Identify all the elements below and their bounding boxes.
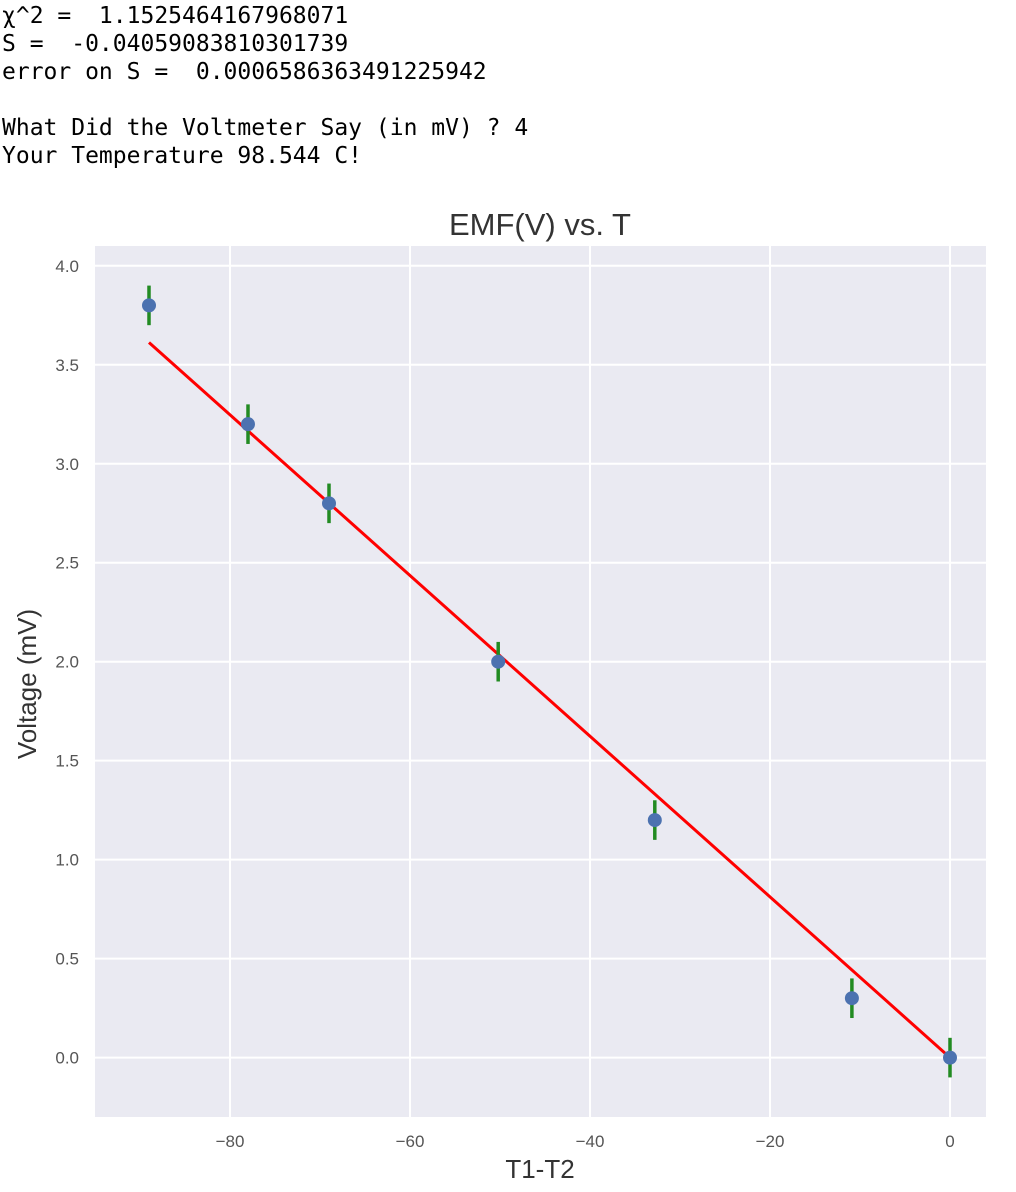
- y-tick-label: 4.0: [55, 257, 79, 276]
- grid-lines: [95, 246, 986, 1117]
- y-axis-label: Voltage (mV): [12, 609, 42, 759]
- y-tick-labels: 0.0 0.5 1.0 1.5 2.0 2.5 3.0 3.5 4.0: [55, 257, 79, 1068]
- x-tick-labels: −80 −60 −40 −20 0: [216, 1132, 955, 1151]
- x-tick-label: −80: [216, 1132, 245, 1151]
- y-tick-label: 2.0: [55, 653, 79, 672]
- y-tick-label: 3.5: [55, 356, 79, 375]
- x-axis-label: T1-T2: [505, 1154, 574, 1184]
- data-point: [844, 991, 859, 1006]
- emf-chart: EMF(V) vs. T −80 −60 −40 −20 0 0.0 0.5 1.0 1.5 2…: [12, 207, 986, 1184]
- x-tick-label: −40: [576, 1132, 605, 1151]
- chart-title: EMF(V) vs. T: [449, 207, 631, 242]
- blank-line: [2, 86, 528, 114]
- data-point: [142, 298, 156, 313]
- fit-line: [148, 341, 951, 1059]
- y-tick-label: 0.0: [55, 1049, 79, 1068]
- x-tick-label: −60: [396, 1132, 425, 1151]
- console-output: χ^2 = 1.1525464167968071 S = -0.04059083…: [2, 2, 528, 170]
- data-point: [943, 1050, 957, 1065]
- plot-area: [95, 246, 986, 1117]
- slope-line: S = -0.04059083810301739: [2, 31, 349, 57]
- data-points: [142, 298, 957, 1065]
- fit-layer: [148, 341, 951, 1059]
- y-tick-label: 0.5: [55, 950, 79, 969]
- data-point: [647, 813, 662, 828]
- slope-error-line: error on S = 0.0006586363491225942: [2, 59, 487, 85]
- x-tick-label: 0: [945, 1132, 954, 1151]
- y-tick-label: 2.5: [55, 554, 79, 573]
- y-tick-label: 1.5: [55, 752, 79, 771]
- data-point: [491, 654, 506, 669]
- y-tick-label: 3.0: [55, 455, 79, 474]
- voltmeter-prompt-line: What Did the Voltmeter Say (in mV) ? 4: [2, 115, 529, 141]
- temperature-result-line: Your Temperature 98.544 C!: [2, 143, 363, 169]
- chi-squared-line: χ^2 = 1.1525464167968071: [2, 3, 349, 29]
- x-tick-label: −20: [756, 1132, 785, 1151]
- y-tick-label: 1.0: [55, 851, 79, 870]
- data-point: [322, 496, 336, 511]
- data-point: [241, 417, 255, 432]
